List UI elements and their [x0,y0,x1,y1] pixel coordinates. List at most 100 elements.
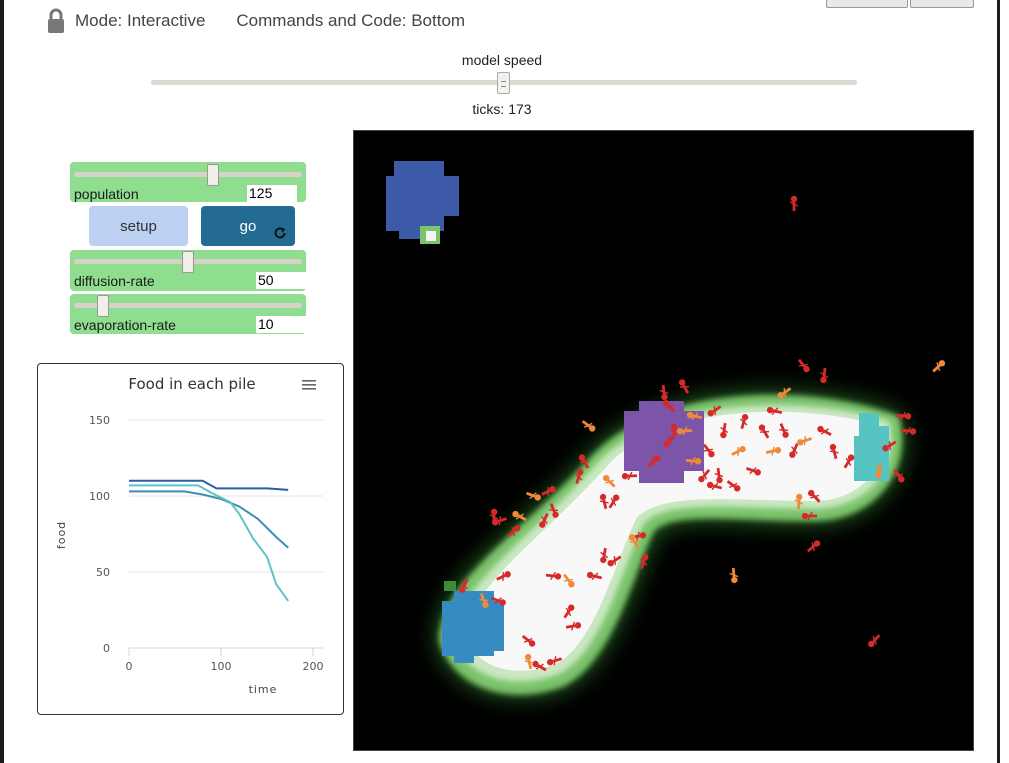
ant-body [792,202,796,211]
ant-legs [640,558,648,566]
population-slider-track[interactable] [74,172,302,177]
ant [507,525,521,538]
ant-legs [498,516,502,526]
ant-head [490,508,498,516]
ant [479,593,489,608]
ant-legs [771,407,779,416]
ant-legs [669,429,679,435]
ant-body [497,517,508,523]
ant-head [612,494,620,501]
ant-legs [872,635,877,645]
ant [746,466,761,476]
plot-title: Food in each pile [128,375,255,393]
ant-head [621,472,629,480]
ant-head [720,431,727,439]
evaporation-rate-value[interactable]: 10 [256,316,306,333]
diffusion-rate-value[interactable]: 50 [256,272,306,289]
ant-head [796,493,803,501]
window-frame-left [0,0,4,763]
ant-head [539,521,546,528]
mode-toggle[interactable]: Mode: Interactive [75,11,206,30]
ant [707,405,722,417]
ant [714,467,724,484]
ant-head [875,471,882,479]
ant-head [586,571,594,579]
forever-loop-icon [274,227,286,239]
ant [600,547,609,564]
evaporation-rate-slider-track[interactable] [74,303,302,308]
commands-position-toggle[interactable]: Commands and Code: Bottom [236,11,466,30]
ant-head [909,428,917,435]
ant-head [607,559,614,567]
ant-head [663,440,670,448]
ant-head [574,622,582,629]
ant-head [576,468,584,476]
ant [820,367,829,384]
plot-menu-icon[interactable] [302,380,316,390]
ant [599,493,609,510]
ant-legs [936,362,941,372]
ant-legs [888,440,891,450]
evaporation-rate-slider-thumb[interactable] [97,295,110,317]
ant-head [686,411,694,419]
ant [628,534,640,549]
ant-legs [570,621,576,631]
ant [789,443,799,458]
ant [578,454,590,469]
ant-body [806,544,816,553]
ant-head [758,424,766,431]
population-label: population [74,186,139,202]
ant-head [628,534,636,541]
diffusion-rate-label: diffusion-rate [74,273,155,289]
ant-legs [811,542,815,552]
ant [797,358,810,373]
evaporation-rate-slider[interactable]: evaporation-rate 10 [70,294,306,334]
ant-legs [702,470,708,480]
ant-legs [803,436,807,446]
world-view[interactable] [353,130,974,751]
ant [489,508,499,525]
world-canvas[interactable] [354,131,973,750]
ant-legs [789,201,799,207]
ant [541,486,556,496]
ant-legs [511,527,516,537]
top-toolbar-button[interactable] [826,0,908,8]
ant-legs [807,511,813,521]
diffusion-rate-slider[interactable]: diffusion-rate 50 [70,250,306,291]
ant-legs [875,466,884,474]
evaporation-rate-label: evaporation-rate [74,317,176,333]
ant-head [639,532,647,539]
model-speed-thumb[interactable] [497,72,510,94]
diffusion-rate-slider-thumb[interactable] [182,251,195,273]
ant-head [820,376,827,384]
ant [539,513,549,528]
ant [698,468,711,483]
ant [581,420,596,432]
population-slider-thumb[interactable] [207,164,220,186]
lock-icon[interactable] [46,8,66,34]
go-button[interactable]: go [201,206,295,246]
food-pile-bottom-left [442,581,504,663]
ant-body [541,489,551,496]
ant [801,511,818,521]
ant-legs [749,467,757,475]
ant-head [707,410,714,417]
top-toolbar-button[interactable] [910,0,974,8]
ant [491,596,506,606]
plot-y-tick-label: 150 [89,414,110,427]
ant-legs [794,499,804,505]
setup-button[interactable]: setup [89,206,188,246]
ant [512,510,527,522]
ant-head [731,576,738,584]
ant [868,634,881,648]
ant-legs [900,411,906,421]
ant-head [662,400,670,407]
population-value[interactable]: 125 [247,185,297,202]
ant [563,573,575,588]
population-slider[interactable]: population 125 [70,162,306,202]
ant-legs [613,555,617,565]
ant-head [552,511,559,518]
ant [702,443,715,458]
ant [806,540,821,553]
plot-y-tick-label: 0 [103,642,110,655]
